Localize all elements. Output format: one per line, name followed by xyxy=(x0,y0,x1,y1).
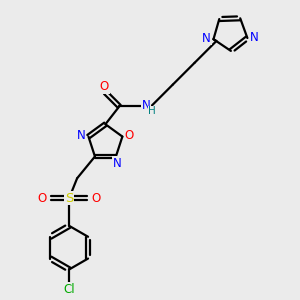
Text: N: N xyxy=(112,157,121,170)
Text: N: N xyxy=(77,129,86,142)
Text: O: O xyxy=(125,129,134,142)
Text: N: N xyxy=(250,31,259,44)
Text: H: H xyxy=(148,106,156,116)
Text: Cl: Cl xyxy=(63,283,75,296)
Text: N: N xyxy=(202,32,211,45)
Text: O: O xyxy=(38,192,47,205)
Text: N: N xyxy=(142,99,150,112)
Text: S: S xyxy=(65,192,74,205)
Text: O: O xyxy=(91,192,101,205)
Text: O: O xyxy=(100,80,109,93)
